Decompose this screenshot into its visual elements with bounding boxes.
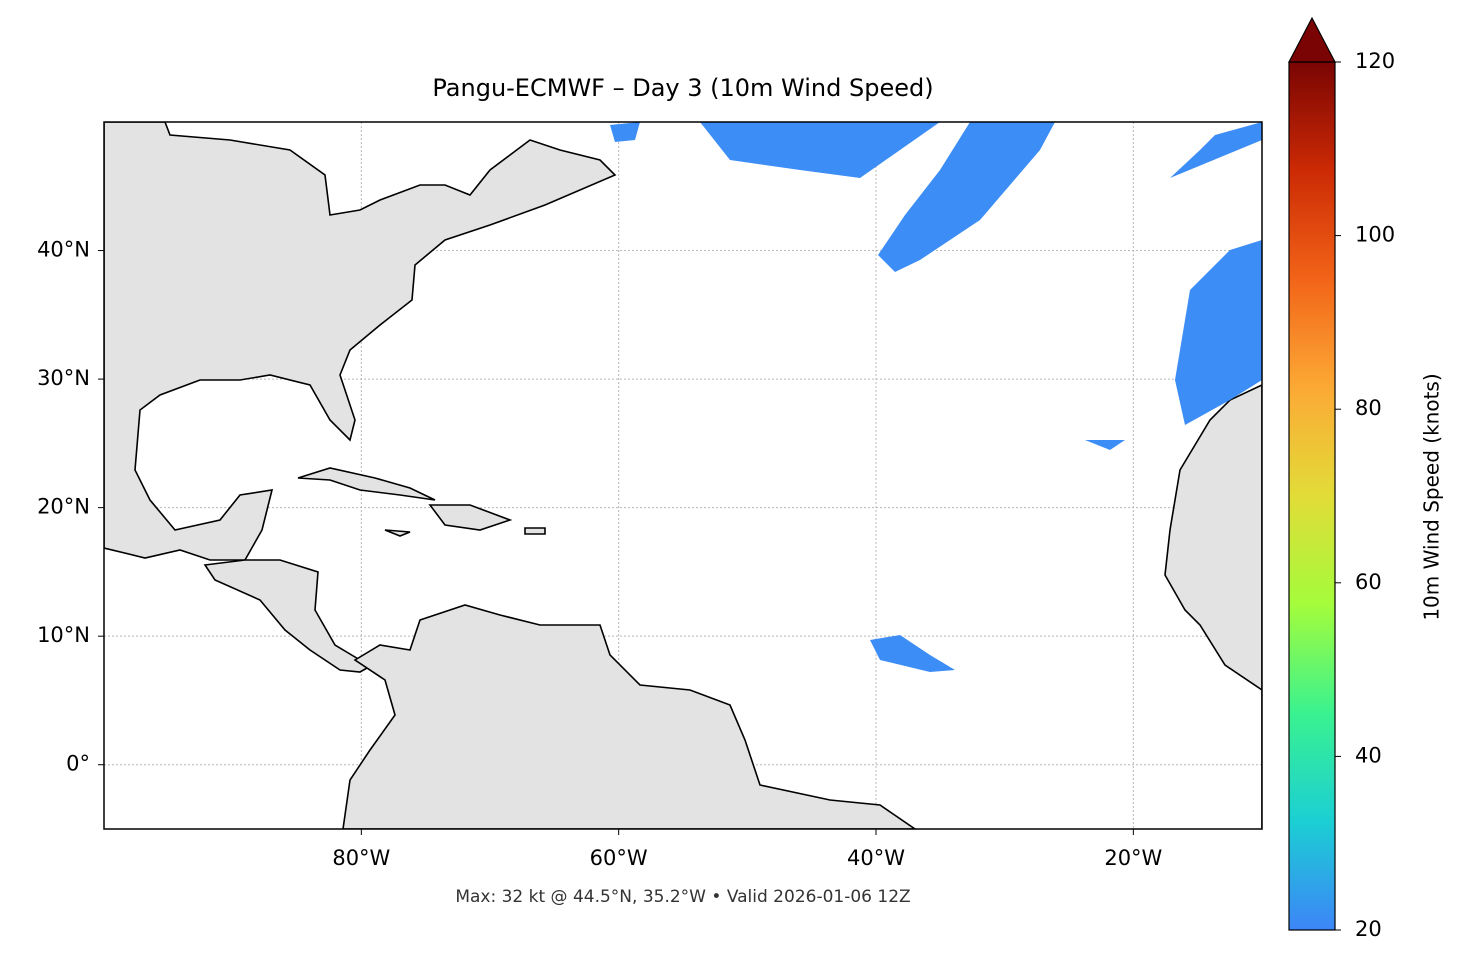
north-america	[104, 122, 617, 561]
colorbar-tick-label: 60	[1355, 570, 1382, 594]
puerto-rico	[524, 527, 546, 535]
colorbar-tick-label: 100	[1355, 223, 1395, 247]
y-tick-label: 0°	[66, 752, 90, 776]
south-america	[342, 604, 917, 829]
wind-area	[610, 122, 640, 142]
colorbar-tick-label: 120	[1355, 49, 1395, 73]
wind-area	[870, 635, 955, 672]
x-tick-label: 20°W	[1104, 846, 1162, 870]
y-tick-label: 10°N	[37, 623, 90, 647]
cuba	[297, 467, 436, 501]
wind-area	[700, 122, 940, 178]
x-tick-label: 40°W	[847, 846, 905, 870]
wind-area	[1085, 440, 1125, 450]
hispaniola	[428, 504, 513, 531]
colorbar	[1288, 61, 1336, 931]
x-tick-label: 80°W	[332, 846, 390, 870]
colorbar-tick-label: 80	[1355, 396, 1382, 420]
wind-area	[878, 122, 1055, 272]
colorbar-label: 10m Wind Speed (knots)	[1420, 373, 1444, 620]
x-tick-label: 60°W	[590, 846, 648, 870]
wind-area	[1175, 240, 1262, 425]
y-tick-label: 20°N	[37, 495, 90, 519]
wind-area	[1170, 122, 1262, 178]
jamaica	[384, 529, 411, 537]
colorbar-extend	[1288, 16, 1336, 63]
map-frame	[103, 121, 1263, 830]
map	[104, 122, 1262, 829]
chart-title: Pangu-ECMWF – Day 3 (10m Wind Speed)	[432, 74, 933, 102]
africa	[1164, 384, 1262, 829]
colorbar-tick-label: 40	[1355, 743, 1382, 767]
colorbar-tick-label: 20	[1355, 917, 1382, 941]
y-tick-label: 30°N	[37, 366, 90, 390]
footnote: Max: 32 kt @ 44.5°N, 35.2°W • Valid 2026…	[455, 887, 910, 907]
y-tick-label: 40°N	[37, 238, 90, 262]
